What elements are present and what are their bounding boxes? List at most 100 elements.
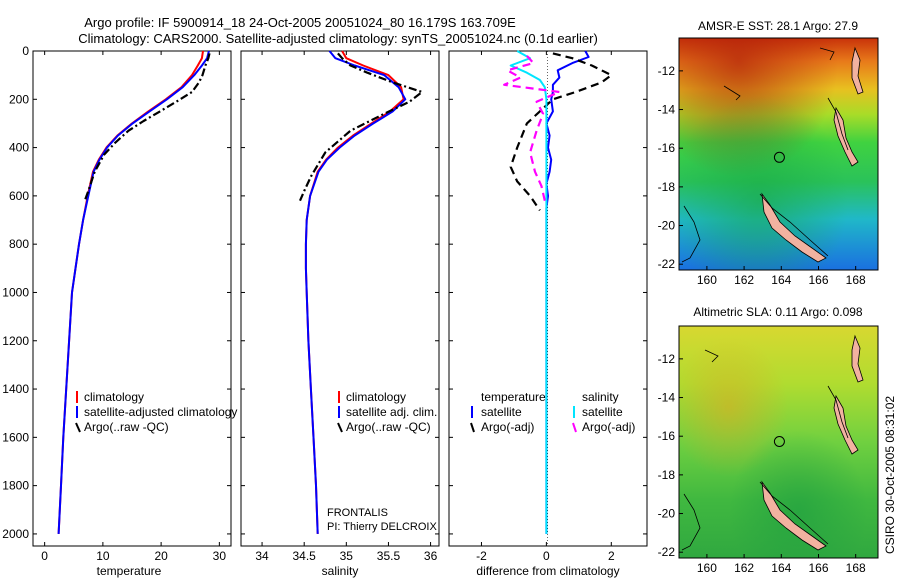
sla-coastlines <box>681 334 864 551</box>
lat-tick-label: -22 <box>658 257 676 271</box>
x-tick-label: 36 <box>424 549 438 563</box>
lon-tick-label: 166 <box>808 561 828 575</box>
lat-tick-label: -18 <box>658 180 676 194</box>
legend-argo: Argo(..raw -QC) <box>84 420 169 434</box>
difference-xlabel: difference from climatology <box>476 564 619 578</box>
legend-argo: Argo(..raw -QC) <box>346 420 431 434</box>
lat-tick-label: -16 <box>658 141 676 155</box>
salinity-series <box>298 50 424 534</box>
depth-tick-label: 2000 <box>2 527 29 541</box>
legend-salinity-title: salinity <box>582 390 619 404</box>
series-line-satellite <box>509 50 548 534</box>
argo-position-marker <box>773 151 785 163</box>
sla-longitude-axis: 160 162 164 166 168 <box>697 554 866 575</box>
difference-legend: temperature satellite Argo(-adj) salinit… <box>470 390 635 434</box>
header-line-2: Climatology: CARS2000. Satellite-adjuste… <box>78 31 598 46</box>
legend-satellite-adj: satellite adj. clim. <box>346 405 437 419</box>
x-tick-label: 20 <box>154 549 168 563</box>
lon-tick-label: 168 <box>846 273 866 287</box>
sst-longitude-axis: 160 162 164 166 168 <box>697 266 866 287</box>
temperature-series <box>57 50 211 534</box>
lon-tick-label: 164 <box>771 273 791 287</box>
lon-tick-label: 160 <box>697 273 717 287</box>
lon-tick-label: 168 <box>846 561 866 575</box>
header-line-1: Argo profile: IF 5900914_18 24-Oct-2005 … <box>84 15 516 30</box>
legend-temperature-title: temperature <box>481 390 546 404</box>
difference-series <box>503 50 613 534</box>
legend-sal-satellite: satellite <box>582 405 623 419</box>
legend-sal-argo: Argo(-adj) <box>582 420 635 434</box>
legend-climatology: climatology <box>346 390 406 404</box>
salinity-panel: 34 34.5 35 35.5 36 salinity climatology sate… <box>240 50 440 578</box>
lat-tick-label: -22 <box>658 545 676 559</box>
depth-tick-label: 600 <box>9 189 29 203</box>
salinity-legend: climatology satellite adj. clim. Argo(..… <box>337 390 437 434</box>
difference-panel: -2 0 2 difference from climatology tempera… <box>448 50 648 578</box>
legend-swatch-climatology <box>338 391 340 403</box>
depth-tick-label: 0 <box>22 44 29 58</box>
salinity-depth-ticks <box>241 50 439 535</box>
x-tick-label: 0 <box>41 549 48 563</box>
x-tick-label: 2 <box>608 549 615 563</box>
lat-tick-label: -14 <box>658 391 676 405</box>
legend-swatch-argo <box>75 422 81 433</box>
legend-swatch-temp-argo <box>470 422 475 433</box>
lon-tick-label: 162 <box>734 273 754 287</box>
sst-coastlines <box>681 46 864 263</box>
lon-tick-label: 160 <box>697 561 717 575</box>
temperature-panel: 0 200 400 600 800 1000 1200 1400 1600 1800 2000 0 1… <box>2 44 237 578</box>
legend-swatch-satellite <box>338 406 340 418</box>
sst-map-title: AMSR-E SST: 28.1 Argo: 27.9 <box>698 19 858 33</box>
x-tick-label: 0 <box>543 549 550 563</box>
salinity-xlabel: salinity <box>322 564 359 578</box>
depth-tick-label: 1800 <box>2 479 29 493</box>
argo-position-marker <box>773 436 785 447</box>
series-line-satellite-adj-clim <box>304 50 407 534</box>
temperature-legend: climatology satellite-adjusted climatolo… <box>75 390 237 434</box>
sst-map: AMSR-E SST: 28.1 Argo: 27.9 160 162 164 166… <box>658 19 879 287</box>
series-line-argo-raw-qc <box>298 52 424 202</box>
legend-swatch-satellite <box>76 406 78 418</box>
sla-map: Altimetric SLA: 0.11 Argo: 0.098 160 162 1… <box>658 305 879 575</box>
legend-temp-satellite: satellite <box>481 405 522 419</box>
depth-tick-label: 400 <box>9 141 29 155</box>
legend-swatch-sal-satellite <box>573 406 575 418</box>
x-tick-label: 10 <box>96 549 110 563</box>
lat-tick-label: -14 <box>658 103 676 117</box>
legend-satellite-adjusted: satellite-adjusted climatology <box>84 405 237 419</box>
depth-tick-label: 1200 <box>2 334 29 348</box>
series-line-argo-raw-qc <box>83 53 211 202</box>
x-tick-label: 35 <box>340 549 354 563</box>
depth-tick-label: 1000 <box>2 285 29 299</box>
lat-tick-label: -20 <box>658 507 676 521</box>
sst-latitude-axis: -12 -14 -16 -18 -20 -22 <box>658 64 683 271</box>
series-line-satellite-adjusted-climatology <box>57 50 210 534</box>
legend-swatch-argo <box>337 422 343 433</box>
lon-tick-label: 164 <box>771 561 791 575</box>
difference-depth-ticks <box>449 50 647 535</box>
lon-tick-label: 162 <box>734 561 754 575</box>
x-tick-label: 34.5 <box>293 549 317 563</box>
series-line-argo-adj <box>503 55 561 201</box>
difference-axis: -2 0 2 <box>476 51 615 563</box>
x-tick-label: -2 <box>476 549 487 563</box>
depth-tick-label: 200 <box>9 92 29 106</box>
depth-tick-label: 1400 <box>2 382 29 396</box>
legend-temp-argo: Argo(-adj) <box>481 420 534 434</box>
side-credit: CSIRO 30-Oct-2005 08:31:02 <box>883 396 897 554</box>
x-tick-label: 34 <box>255 549 269 563</box>
lat-tick-label: -12 <box>658 352 676 366</box>
temperature-xlabel: temperature <box>97 564 162 578</box>
legend-swatch-temp-satellite <box>471 406 473 418</box>
lat-tick-label: -12 <box>658 64 676 78</box>
legend-swatch-climatology <box>76 391 78 403</box>
sla-map-title: Altimetric SLA: 0.11 Argo: 0.098 <box>693 305 863 319</box>
lon-tick-label: 166 <box>808 273 828 287</box>
x-tick-label: 35.5 <box>377 549 401 563</box>
sla-latitude-axis: -12 -14 -16 -18 -20 -22 <box>658 352 683 559</box>
pi-name: PI: Thierry DELCROIX <box>327 521 437 533</box>
lat-tick-label: -18 <box>658 468 676 482</box>
lat-tick-label: -20 <box>658 219 676 233</box>
temperature-axis: 0 10 20 30 <box>41 51 226 563</box>
